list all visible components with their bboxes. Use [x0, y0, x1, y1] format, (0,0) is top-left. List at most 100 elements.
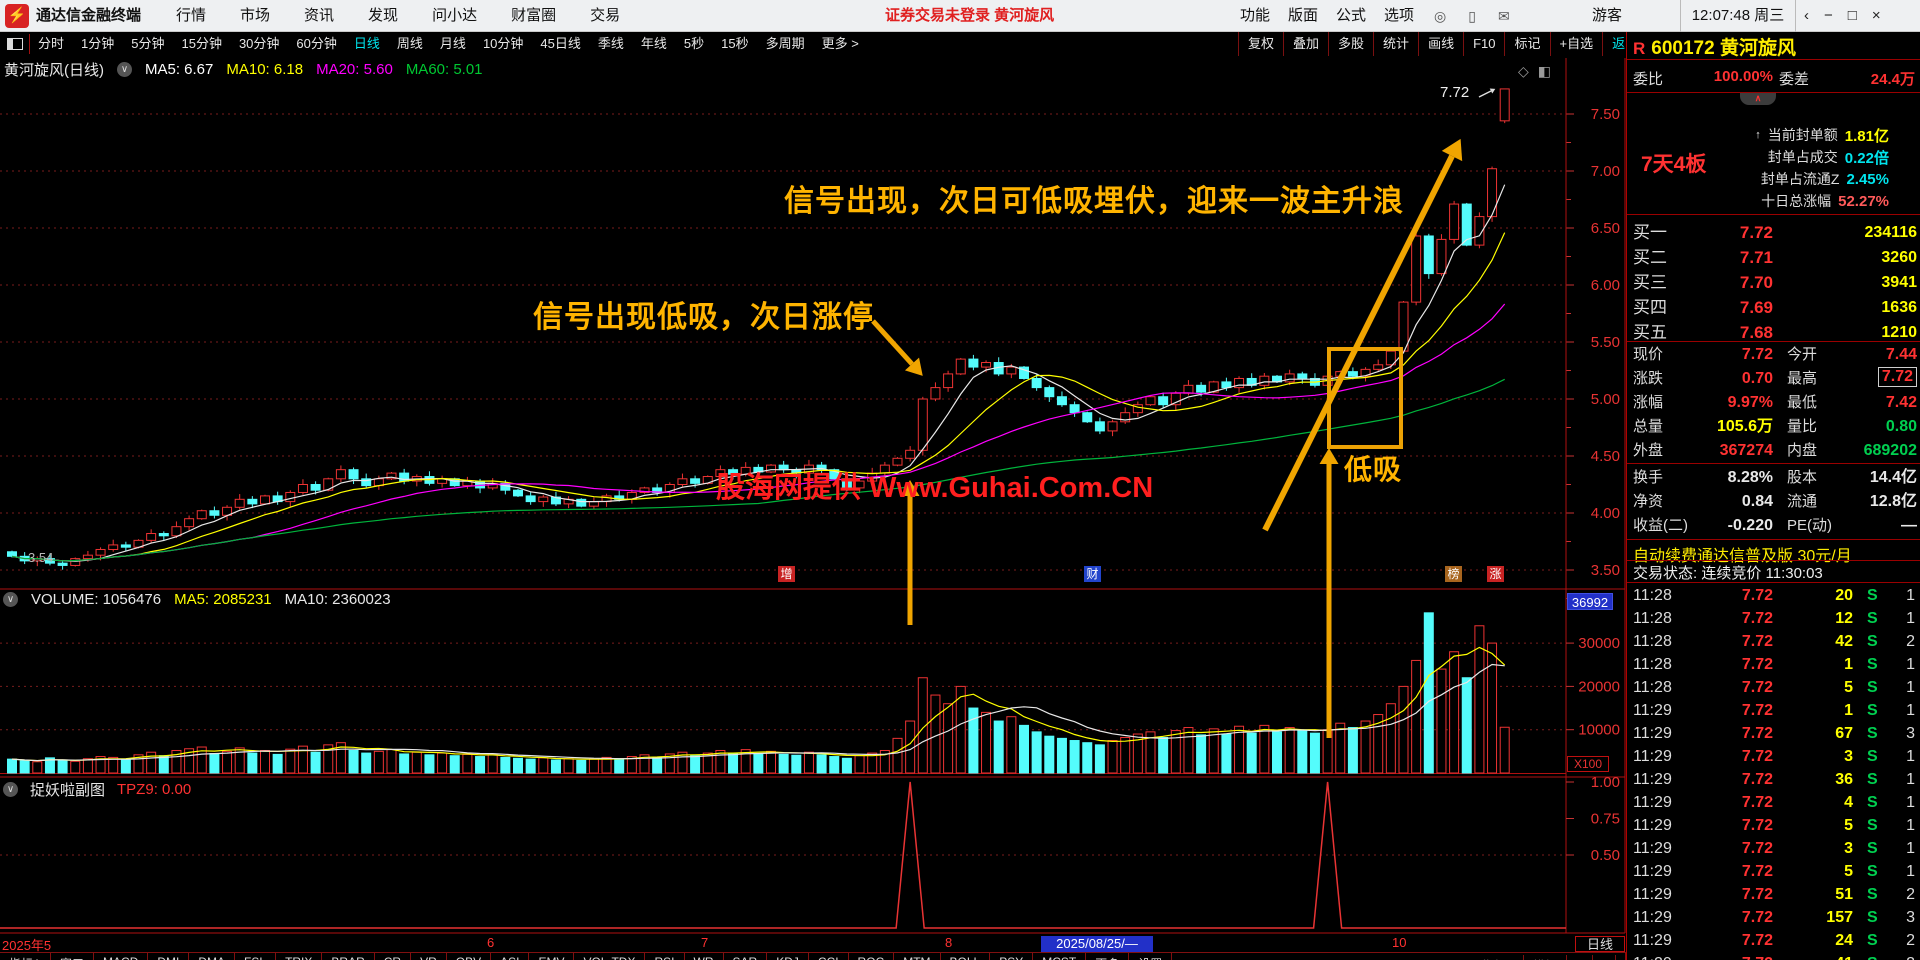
- period-indicator[interactable]: 日线: [1575, 936, 1625, 952]
- menu-item[interactable]: 公式: [1336, 7, 1367, 24]
- price-callout: 7.72: [1440, 84, 1470, 101]
- indicator-tab[interactable]: CCI: [809, 953, 849, 960]
- indicator-tab[interactable]: FSL: [235, 953, 277, 960]
- menu-item[interactable]: 发现: [368, 7, 399, 24]
- buy-level-row[interactable]: 买二 7.71 3260: [1627, 245, 1920, 270]
- indicator-tab[interactable]: CR: [375, 953, 412, 960]
- collapse-handle[interactable]: ∧: [1740, 93, 1776, 105]
- chevron-down-icon[interactable]: ∨: [3, 592, 18, 607]
- menu-item[interactable]: 行情: [176, 7, 207, 24]
- chart-tool-button[interactable]: F10: [1463, 32, 1504, 56]
- minimize-icon[interactable]: −: [1824, 7, 1833, 24]
- indicator-tab[interactable]: 模板: [1524, 955, 1567, 960]
- period-tab[interactable]: 10分钟: [482, 36, 524, 51]
- indicator-tab[interactable]: OBV: [447, 953, 492, 960]
- chart-tool-button[interactable]: 多股: [1328, 32, 1373, 56]
- event-badge[interactable]: 增: [778, 566, 795, 582]
- indicator-tab[interactable]: MTM: [894, 953, 941, 960]
- indicator-tab[interactable]: VOL-TDX: [574, 953, 646, 960]
- indicator-tab[interactable]: -: [1593, 955, 1616, 960]
- indicator-tab[interactable]: 指标A: [0, 953, 52, 960]
- menu-item[interactable]: 选项: [1384, 7, 1415, 24]
- chart-tool-button[interactable]: 标记: [1504, 32, 1549, 56]
- period-tab[interactable]: 15秒: [721, 36, 749, 51]
- indicator-tab[interactable]: +: [1567, 955, 1593, 960]
- chart-tool-button[interactable]: 画线: [1418, 32, 1463, 56]
- indicator-tab[interactable]: BOLL: [941, 953, 991, 960]
- svg-text:5.00: 5.00: [1591, 391, 1620, 408]
- headset-icon[interactable]: ◎: [1434, 8, 1447, 24]
- ma-label: MA60: 5.01: [405, 61, 483, 78]
- diamond-icon[interactable]: ◇: [1518, 63, 1529, 79]
- menu-item[interactable]: 财富圈: [511, 7, 557, 24]
- indicator-tab[interactable]: DMI: [148, 953, 190, 960]
- buy-level-row[interactable]: 买一 7.72 234116: [1627, 220, 1920, 245]
- period-tab[interactable]: 更多 >: [821, 36, 859, 51]
- indicator-tab[interactable]: DMA: [189, 953, 236, 960]
- event-badge[interactable]: 财: [1084, 566, 1101, 582]
- indicator-tab[interactable]: 窗口: [51, 953, 95, 960]
- info-label: 涨幅: [1633, 394, 1664, 411]
- period-tab[interactable]: 30分钟: [238, 36, 280, 51]
- indicator-tab[interactable]: ROC: [849, 953, 895, 960]
- indicator-tab[interactable]: PSY: [990, 953, 1034, 960]
- chart-tool-button[interactable]: +自选: [1549, 32, 1603, 56]
- period-tab[interactable]: 分时: [38, 36, 65, 51]
- back-icon[interactable]: ‹: [1804, 7, 1809, 24]
- event-badge[interactable]: 榜: [1445, 566, 1462, 582]
- period-tab[interactable]: 月线: [439, 36, 466, 51]
- indicator-tab[interactable]: 指标B: [1473, 955, 1524, 960]
- period-tab[interactable]: 15分钟: [181, 36, 222, 51]
- menu-item[interactable]: 版面: [1288, 7, 1319, 24]
- tick-list: 11:28 7.72 20 S 1 11:28 7.72 12 S 1 11:2…: [1627, 584, 1920, 960]
- candlestick-chart[interactable]: 7.50 7.00 6.50 6.00 5.50 5.00 4.50 4.00 3.50 3000…: [0, 56, 1626, 934]
- indicator-tab[interactable]: WR: [685, 953, 724, 960]
- menu-item[interactable]: 问小达: [432, 7, 478, 24]
- menu-item[interactable]: 资讯: [304, 7, 335, 24]
- indicator-tab[interactable]: BRAR: [322, 953, 375, 960]
- menu-item[interactable]: 市场: [240, 7, 271, 24]
- indicator-tab[interactable]: TRIX: [276, 953, 323, 960]
- indicator-tab[interactable]: EMV: [529, 953, 575, 960]
- period-tab[interactable]: 1分钟: [81, 36, 115, 51]
- split-pane-icon[interactable]: ◧: [1537, 63, 1552, 79]
- buy-level-row[interactable]: 买四 7.69 1636: [1627, 295, 1920, 320]
- indicator-tab[interactable]: MACD: [94, 953, 149, 960]
- indicator-tab[interactable]: ASI: [491, 953, 530, 960]
- svg-text:20000: 20000: [1578, 678, 1620, 695]
- indicator-tab[interactable]: VR: [411, 953, 447, 960]
- chart-tool-button[interactable]: 统计: [1373, 32, 1418, 56]
- period-tab[interactable]: 60分钟: [296, 36, 337, 51]
- maximize-icon[interactable]: □: [1847, 7, 1857, 24]
- period-tab[interactable]: 5秒: [683, 36, 705, 51]
- chart-tool-button[interactable]: 复权: [1238, 32, 1283, 56]
- indicator-tab[interactable]: RSI: [645, 953, 685, 960]
- buy-level-row[interactable]: 买三 7.70 3941: [1627, 270, 1920, 295]
- period-tab[interactable]: 45日线: [540, 36, 581, 51]
- indicator-tab[interactable]: 设置: [1129, 953, 1173, 960]
- period-tab[interactable]: 5分钟: [131, 36, 165, 51]
- close-icon[interactable]: ×: [1871, 7, 1881, 24]
- main-pane-header: 黄河旋风(日线) ∨ MA5: 6.67 MA10: 6.18 MA20: 5.60…: [4, 59, 483, 80]
- period-tab[interactable]: 周线: [396, 36, 423, 51]
- user-label[interactable]: 游客: [1592, 7, 1623, 24]
- period-tab[interactable]: 季线: [597, 36, 624, 51]
- indicator-tab[interactable]: KDJ: [767, 953, 809, 960]
- event-badge[interactable]: 涨: [1487, 566, 1504, 582]
- phone-icon[interactable]: ▯: [1468, 8, 1476, 24]
- panel-layout-icon[interactable]: [7, 38, 23, 50]
- indicator-tab[interactable]: 更多: [1086, 953, 1130, 960]
- chevron-down-icon[interactable]: ∨: [117, 62, 132, 77]
- period-tab[interactable]: 年线: [640, 36, 667, 51]
- mail-icon[interactable]: ✉: [1497, 8, 1510, 24]
- indicator-tab[interactable]: SAR: [724, 953, 768, 960]
- chart-tool-button[interactable]: 叠加: [1283, 32, 1328, 56]
- stock-header[interactable]: R 600172 黄河旋风: [1633, 33, 1796, 60]
- menu-item[interactable]: 功能: [1240, 7, 1271, 24]
- menu-item[interactable]: 交易: [590, 7, 621, 24]
- period-tab[interactable]: 日线: [353, 36, 380, 51]
- indicator-tab[interactable]: MCST: [1033, 953, 1087, 960]
- chevron-down-icon[interactable]: ∨: [3, 782, 18, 797]
- period-tab[interactable]: 多周期: [765, 36, 805, 51]
- buy-level-row[interactable]: 买五 7.68 1210: [1627, 320, 1920, 345]
